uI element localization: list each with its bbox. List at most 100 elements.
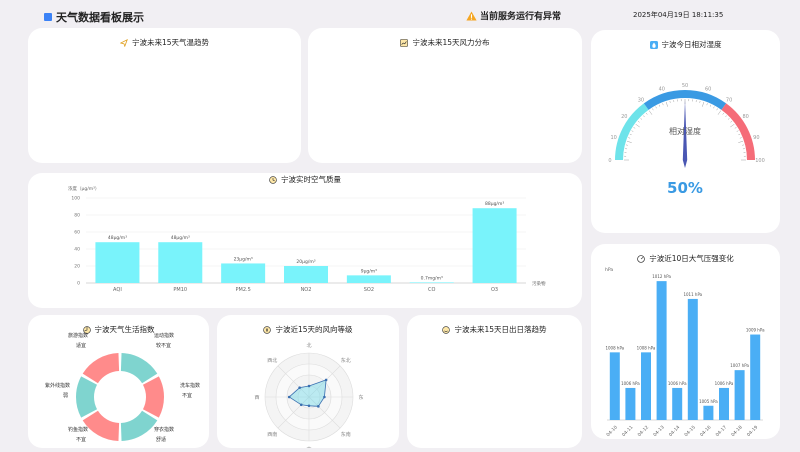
data-label: 20μg/m³ bbox=[296, 259, 315, 265]
bar-PM10 bbox=[158, 242, 203, 283]
x-tick-label: 04-10 bbox=[605, 424, 619, 438]
card-title: 宁波实时空气质量 bbox=[281, 175, 341, 184]
wind-dist-card: 宁波未来15天风力分布 bbox=[308, 28, 582, 163]
gauge-tick bbox=[648, 110, 653, 115]
x-tick-label: 04-19 bbox=[746, 424, 760, 438]
bar-NO2 bbox=[284, 266, 328, 283]
x-tick-label: PM2.5 bbox=[236, 287, 251, 293]
gauge-tick-label: 20 bbox=[621, 114, 627, 120]
x-axis-label: 污染物 bbox=[532, 280, 546, 287]
slice-name: 紫外线指数 bbox=[45, 382, 70, 389]
data-label: 1006 hPa bbox=[621, 381, 640, 386]
bar-04-12 bbox=[641, 352, 651, 420]
gauge-tick-label: 30 bbox=[638, 97, 644, 103]
gauge-tick bbox=[652, 108, 654, 111]
gauge-tick-label: 50 bbox=[682, 83, 688, 89]
x-tick-label: NO2 bbox=[301, 287, 312, 293]
card-title: 宁波未来15天气温趋势 bbox=[131, 38, 210, 47]
gauge-tick-label: 80 bbox=[742, 114, 748, 120]
gauge-label: 相对湿度 bbox=[669, 126, 701, 136]
gauge-tick-label: 40 bbox=[659, 87, 665, 93]
radar-point bbox=[287, 395, 291, 399]
gauge-tick bbox=[645, 112, 648, 115]
air-quality-card: 宁波实时空气质量 浓度（μg/m³） 0 20 40 60 80 100 48μg/m³ AQI… bbox=[28, 173, 582, 308]
radar-point bbox=[323, 395, 326, 399]
gauge-tick bbox=[637, 120, 640, 123]
gauge-band-0 bbox=[615, 103, 649, 161]
gauge-tick bbox=[730, 120, 733, 123]
slice-value: 弱 bbox=[63, 393, 68, 399]
header: 天气数据看板展示 当前服务运行有异常 2025年04月19日 18:11:35 bbox=[0, 0, 800, 30]
datetime: 2025年04月19日 18:11:35 bbox=[633, 11, 724, 19]
gauge-tick bbox=[640, 118, 643, 120]
dashboard-title-text: 天气数据看板展示 bbox=[56, 11, 144, 24]
y-tick-label: 20 bbox=[74, 264, 80, 270]
ring-slice-1 bbox=[142, 376, 164, 418]
gauge-tick bbox=[722, 112, 725, 115]
data-label: 1007 hPa bbox=[730, 363, 749, 368]
alert-text: 当前服务运行有异常 bbox=[480, 12, 562, 22]
y-tick-label: 60 bbox=[74, 230, 80, 236]
smile-icon bbox=[442, 325, 451, 334]
x-tick-label: 04-13 bbox=[652, 424, 666, 438]
bar-O3 bbox=[472, 208, 517, 283]
gauge-tick-label: 90 bbox=[753, 135, 759, 141]
radar-point bbox=[307, 404, 311, 408]
gauge-icon bbox=[637, 254, 646, 263]
y-tick-label: 100 bbox=[71, 196, 80, 202]
compass-icon bbox=[263, 325, 272, 334]
data-label: 1012 hPa bbox=[652, 274, 671, 279]
gauge-tick bbox=[730, 123, 735, 128]
slice-value: 舒适 bbox=[156, 436, 166, 443]
gauge-tick bbox=[665, 101, 668, 107]
card-title: 宁波未来15天风力分布 bbox=[412, 38, 490, 47]
radar-axis-label: 西 bbox=[254, 395, 259, 401]
gauge-tick-label: 70 bbox=[726, 97, 732, 103]
life-index-card: 宁波天气生活指数 运动指数 较不宜 洗车指数 不宜 穿衣指数 舒适 钓鱼指数 不宜 紫外线指数弱… bbox=[28, 315, 209, 448]
gauge-tick bbox=[738, 133, 741, 136]
x-tick-label: 04-11 bbox=[621, 424, 635, 438]
x-tick-label: AQI bbox=[113, 287, 122, 293]
x-tick-label: 04-17 bbox=[715, 424, 729, 438]
radar-axis-label: 东 bbox=[358, 394, 363, 401]
service-alert[interactable]: 当前服务运行有异常 bbox=[466, 9, 561, 22]
bar-SO2 bbox=[346, 275, 391, 283]
data-label: 1008 hPa bbox=[605, 345, 624, 350]
y-axis-label: 浓度（μg/m³） bbox=[68, 185, 99, 192]
bar-04-15 bbox=[687, 298, 698, 420]
slice-name: 钓鱼指数 bbox=[68, 426, 88, 433]
chart-icon bbox=[400, 38, 409, 47]
card-title: 宁波今日相对湿度 bbox=[661, 40, 722, 49]
data-label: 48μg/m³ bbox=[108, 235, 127, 241]
data-label: 0.7mg/m³ bbox=[421, 275, 443, 281]
pressure-card: 宁波近10日大气压强变化 hPa 1008 hPa 04-10 1006 hPa 04-… bbox=[591, 244, 780, 439]
data-label: 1006 hPa bbox=[668, 381, 687, 386]
data-label: 88μg/m³ bbox=[485, 201, 504, 207]
gauge-tick bbox=[734, 127, 737, 129]
gauge-tick bbox=[629, 133, 632, 136]
dashboard-logo-icon bbox=[44, 13, 52, 21]
wind-direction-radar: 北东北东东南南 西南 西 西北 bbox=[254, 342, 363, 448]
card-title: 宁波近10日大气压强变化 bbox=[649, 254, 734, 263]
x-tick-label: O3 bbox=[491, 287, 498, 293]
gauge-tick bbox=[626, 140, 632, 143]
gauge-tick-label: 100 bbox=[755, 158, 765, 164]
radar-axis bbox=[277, 365, 310, 398]
air-quality-chart: 浓度（μg/m³） 0 20 40 60 80 100 48μg/m³ AQI 48μg/m³ PM… bbox=[68, 185, 546, 293]
gauge-tick bbox=[739, 137, 742, 139]
gauge-needle bbox=[682, 100, 688, 168]
ring-slice-2 bbox=[120, 410, 158, 441]
ring-slice-5 bbox=[82, 353, 120, 384]
bar-04-16 bbox=[703, 405, 714, 420]
slice-name: 运动指数 bbox=[154, 332, 174, 339]
slice-value: 不宜 bbox=[182, 392, 192, 399]
slice-value: 不宜 bbox=[76, 436, 86, 443]
gauge-tick bbox=[643, 115, 645, 118]
sunrise-card: 宁波未来15天日出日落趋势 bbox=[407, 315, 582, 448]
gauge-tick-label: 10 bbox=[610, 135, 616, 141]
radar-point bbox=[299, 403, 303, 407]
gauge-tick bbox=[662, 103, 664, 106]
x-tick-label: 04-14 bbox=[668, 424, 682, 438]
radar-axis-label: 北 bbox=[306, 342, 311, 349]
humidity-gauge: 0 10 20 30 40 50 60 70 80 90 100 相对湿度 50% bbox=[608, 83, 765, 197]
